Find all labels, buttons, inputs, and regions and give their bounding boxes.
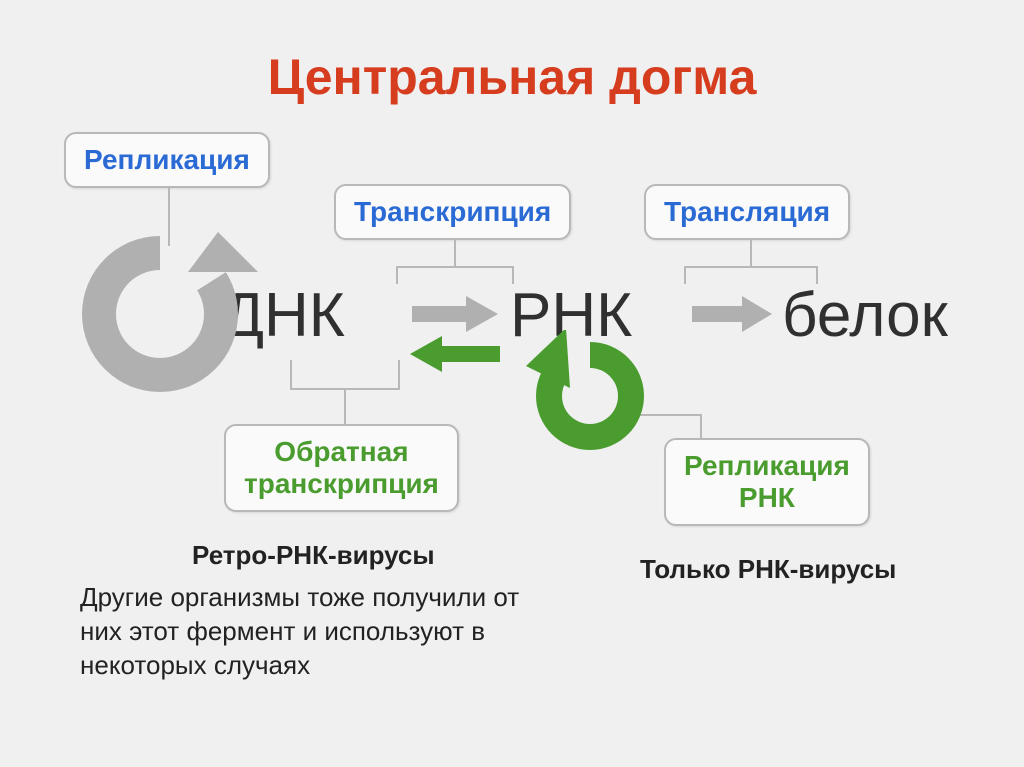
connector	[290, 360, 292, 388]
label-translation: Трансляция	[644, 184, 850, 240]
label-line: РНК	[739, 482, 795, 513]
caption-note: Другие организмы тоже получили от	[80, 582, 519, 613]
connector	[684, 266, 818, 268]
connector	[816, 266, 818, 284]
label-replication: Репликация	[64, 132, 270, 188]
connector	[700, 414, 702, 438]
label-rna-replication: Репликация РНК	[664, 438, 870, 526]
rna-replication-loop-arrow	[516, 330, 666, 480]
caption-note: некоторых случаях	[80, 650, 310, 681]
connector	[750, 238, 752, 266]
arrow-dna-to-rna	[412, 294, 500, 334]
arrow-rna-to-dna-green	[408, 334, 500, 374]
caption-rna-viruses: Только РНК-вирусы	[640, 554, 896, 585]
connector	[398, 360, 400, 388]
connector	[396, 266, 514, 268]
label-line: Обратная	[274, 436, 408, 467]
caption-note: них этот фермент и используют в	[80, 616, 485, 647]
label-transcription: Транскрипция	[334, 184, 571, 240]
label-line: Репликация	[684, 450, 850, 481]
connector	[290, 388, 400, 390]
connector	[512, 266, 514, 284]
arrow-rna-to-protein	[692, 294, 774, 334]
label-line: транскрипция	[244, 468, 439, 499]
connector	[344, 388, 346, 424]
connector	[396, 266, 398, 284]
label-reverse-transcription: Обратная транскрипция	[224, 424, 459, 512]
caption-retro: Ретро-РНК-вирусы	[192, 540, 435, 571]
replication-loop-arrow	[70, 224, 260, 414]
page-title: Центральная догма	[0, 48, 1024, 106]
connector	[454, 238, 456, 266]
node-protein: белок	[782, 280, 948, 351]
connector	[684, 266, 686, 284]
